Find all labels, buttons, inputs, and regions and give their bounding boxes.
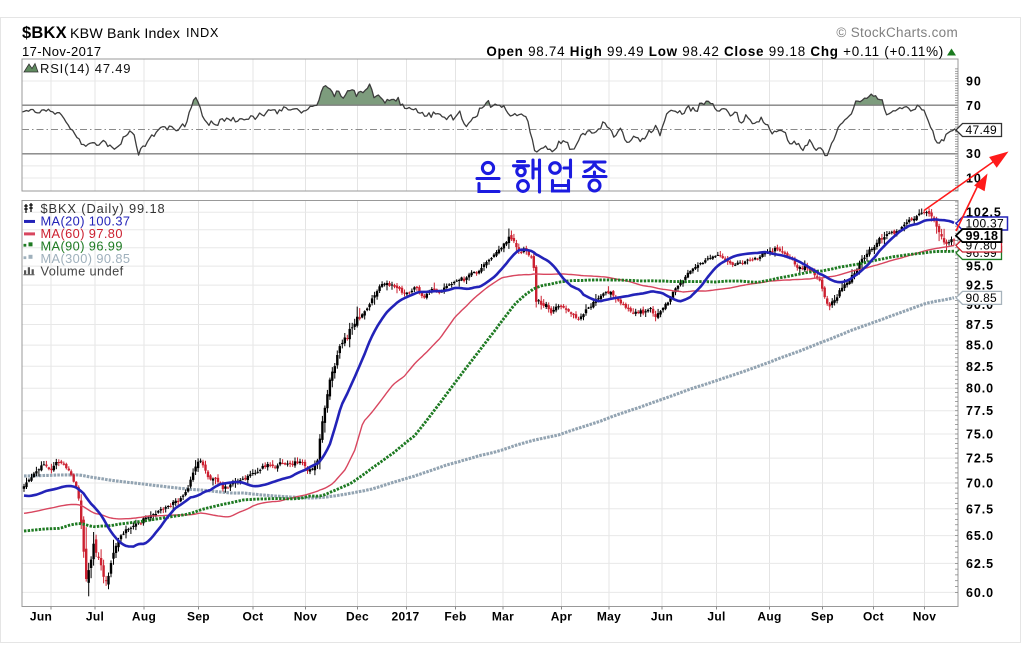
svg-text:$BKX (Daily) 99.18: $BKX (Daily) 99.18: [41, 201, 166, 216]
svg-text:95.0: 95.0: [966, 260, 994, 274]
svg-text:47.49: 47.49: [966, 123, 998, 137]
svg-text:77.5: 77.5: [966, 404, 994, 418]
svg-text:30: 30: [966, 147, 982, 161]
svg-text:Feb: Feb: [444, 610, 466, 624]
svg-text:MA(60) 97.80: MA(60) 97.80: [41, 226, 123, 241]
svg-text:99.18: 99.18: [966, 229, 999, 243]
svg-text:102.5: 102.5: [966, 206, 1002, 220]
svg-text:Aug: Aug: [757, 610, 781, 624]
svg-text:May: May: [597, 610, 621, 624]
svg-text:Apr: Apr: [551, 610, 573, 624]
svg-text:90: 90: [966, 75, 982, 89]
svg-text:RSI(14) 47.49: RSI(14) 47.49: [40, 61, 131, 76]
svg-text:© StockCharts.com: © StockCharts.com: [836, 25, 958, 40]
svg-text:Volume undef: Volume undef: [41, 263, 124, 278]
svg-text:70: 70: [966, 99, 982, 113]
svg-text:60.0: 60.0: [966, 586, 994, 600]
svg-text:92.5: 92.5: [966, 279, 994, 293]
svg-text:10: 10: [966, 172, 982, 186]
svg-text:Jul: Jul: [86, 610, 104, 624]
svg-text:75.0: 75.0: [966, 428, 994, 442]
svg-text:Mar: Mar: [492, 610, 514, 624]
svg-text:80.0: 80.0: [966, 382, 994, 396]
svg-text:Jun: Jun: [651, 610, 673, 624]
svg-text:62.5: 62.5: [966, 557, 994, 571]
svg-text:INDX: INDX: [186, 25, 219, 40]
svg-text:Open 98.74 High 99.49 Low 98.4: Open 98.74 High 99.49 Low 98.42 Close 99…: [486, 44, 944, 59]
svg-text:65.0: 65.0: [966, 529, 994, 543]
svg-text:Oct: Oct: [243, 610, 264, 624]
svg-text:87.5: 87.5: [966, 318, 994, 332]
svg-text:2017: 2017: [392, 610, 420, 624]
svg-text:Sep: Sep: [187, 610, 210, 624]
svg-text:17-Nov-2017: 17-Nov-2017: [22, 44, 102, 59]
svg-text:MA(90) 96.99: MA(90) 96.99: [41, 238, 123, 253]
svg-text:Nov: Nov: [294, 610, 318, 624]
svg-text:67.5: 67.5: [966, 502, 994, 516]
svg-text:70.0: 70.0: [966, 477, 994, 491]
svg-text:Aug: Aug: [132, 610, 156, 624]
svg-text:82.5: 82.5: [966, 360, 994, 374]
svg-text:Dec: Dec: [346, 610, 369, 624]
svg-text:85.0: 85.0: [966, 339, 994, 353]
svg-text:MA(20) 100.37: MA(20) 100.37: [41, 213, 131, 228]
svg-text:Jul: Jul: [707, 610, 725, 624]
svg-text:Oct: Oct: [863, 610, 884, 624]
svg-text:100.37: 100.37: [966, 217, 1005, 231]
svg-text:90.85: 90.85: [966, 291, 998, 305]
svg-text:MA(300) 90.85: MA(300) 90.85: [41, 251, 131, 266]
svg-text:72.5: 72.5: [966, 452, 994, 466]
svg-text:KBW Bank Index: KBW Bank Index: [70, 26, 180, 42]
svg-text:Nov: Nov: [913, 610, 937, 624]
svg-text:Sep: Sep: [811, 610, 834, 624]
svg-text:$BKX: $BKX: [22, 24, 67, 42]
svg-text:Jun: Jun: [30, 610, 52, 624]
